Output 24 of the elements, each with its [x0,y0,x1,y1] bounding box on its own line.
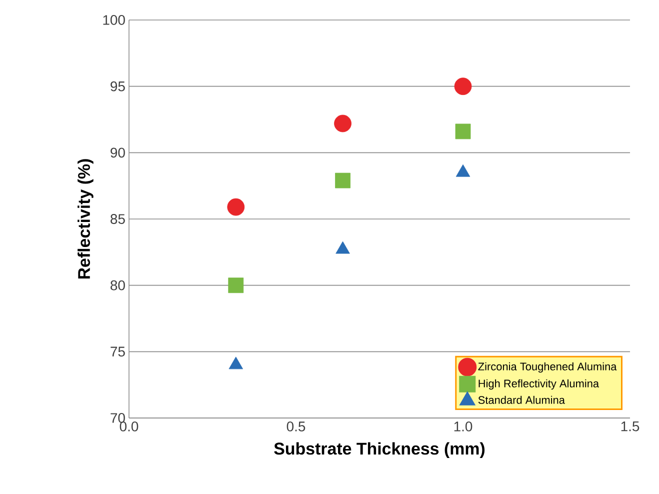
legend-label: Zirconia Toughened Alumina [478,362,617,373]
point [335,172,350,188]
x-tick-label: 0.5 [286,422,306,432]
point [228,278,244,294]
point [336,241,350,254]
y-tick-label: 90 [110,148,125,158]
y-tick-label: 100 [103,15,125,25]
point [227,198,245,216]
point [455,124,471,140]
y-tick-label: 70 [110,413,125,423]
x-axis-title: Substrate Thickness (mm) [274,442,485,458]
y-tick-label: 95 [110,81,125,92]
point [454,78,472,96]
point [334,114,352,132]
legend-label: Standard Alumina [478,396,565,404]
legend-label: High Reflectivity Alumina [478,379,600,390]
y-tick-label: 85 [110,214,125,224]
x-tick-label: 1.5 [621,422,640,432]
x-tick-label: 1.0 [454,422,472,432]
x-tick-label: 0.0 [120,422,138,432]
y-tick-label: 75 [110,346,125,357]
y-axis-title: Reflectivity (%) [78,159,94,279]
point [228,356,244,370]
y-tick-label: 80 [110,280,125,290]
